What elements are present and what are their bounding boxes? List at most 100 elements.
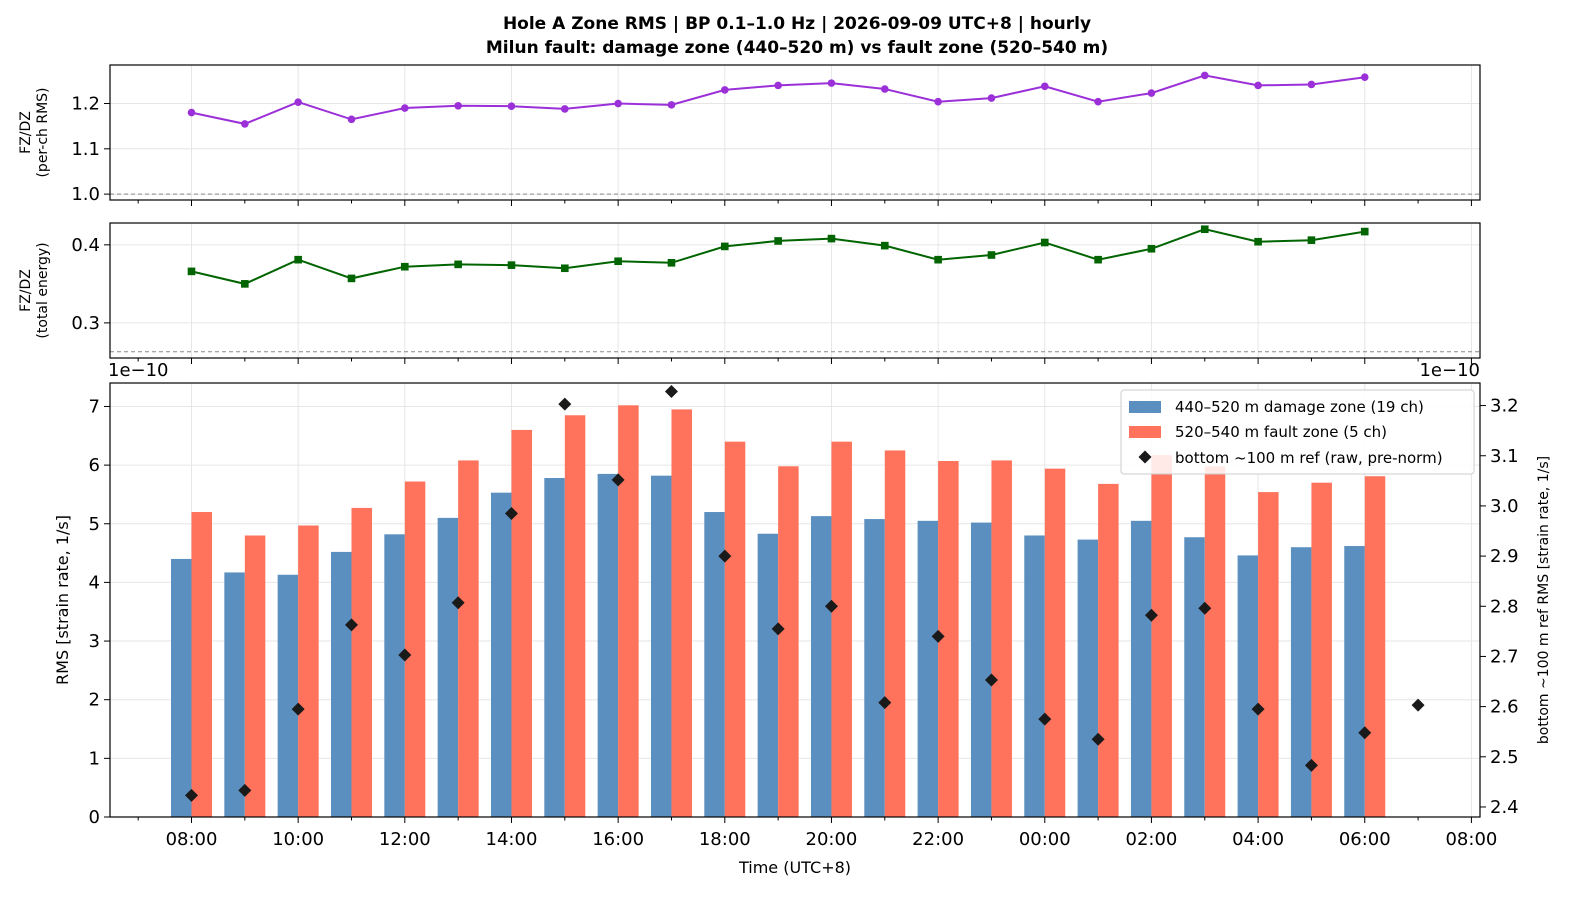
ratio-rms-point (827, 79, 836, 87)
y-axis-label-main: FZ/DZ (18, 269, 34, 312)
bottom-ref-marker (718, 549, 732, 563)
ratio-energy-point (667, 258, 676, 267)
ratio-rms-point (1094, 97, 1102, 106)
damage-zone-bar (1130, 520, 1152, 817)
y-tick-label: 2 (89, 690, 100, 711)
ratio-energy-point (347, 274, 356, 283)
damage-zone-bar (650, 475, 672, 817)
ratio-rms-point (934, 97, 942, 106)
fault-zone-bar (831, 441, 852, 817)
y-axis-label-sub: (per-ch RMS) (35, 87, 51, 177)
ratio-energy-point (187, 267, 196, 276)
bottom-ref-marker (824, 599, 838, 613)
damage-zone-bar (1184, 537, 1205, 817)
ratio-energy-point (1094, 255, 1102, 264)
fault-zone-bar (884, 450, 906, 817)
y2-tick-label: 2.9 (1490, 546, 1519, 567)
y-tick-label: 1 (89, 748, 100, 769)
ratio-energy-point (507, 261, 516, 269)
bottom-ref-marker (1251, 702, 1265, 716)
y2-tick-label: 2.4 (1490, 797, 1519, 818)
x-tick-label: 18:00 (699, 829, 751, 850)
y2-axis-label: bottom ~100 m ref RMS [strain rate, 1/s] (1536, 456, 1552, 744)
ratio-rms-point (561, 105, 569, 113)
chart-title-line-1: Hole A Zone RMS | BP 0.1–1.0 Hz | 2026-0… (503, 14, 1091, 34)
x-tick-label: 10:00 (272, 829, 324, 850)
y-tick-label: 7 (89, 396, 100, 417)
y-tick-label: 4 (89, 572, 100, 593)
bottom-ref-marker (291, 702, 305, 716)
bottom-ref-marker (931, 629, 945, 643)
damage-zone-bar (810, 516, 832, 817)
ratio-energy-point (880, 241, 889, 250)
x-tick-label: 00:00 (1019, 829, 1071, 850)
bottom-ref-marker (1038, 712, 1052, 726)
fault-zone-bar (1311, 482, 1332, 817)
ratio-energy-point (721, 242, 729, 251)
fault-zone-bar (1098, 483, 1119, 817)
x-tick-label: 02:00 (1126, 829, 1178, 850)
bottom-ref-marker (504, 506, 518, 520)
x-tick-label: 20:00 (806, 829, 858, 850)
ratio-rms-point (1254, 81, 1262, 90)
damage-zone-bar (384, 534, 405, 817)
legend-swatch-damage-zone (1129, 401, 1161, 413)
damage-zone-bar (330, 551, 352, 817)
damage-zone-bar (1344, 546, 1365, 817)
bottom-ref-marker (185, 788, 198, 802)
damage-zone-bar (917, 520, 939, 817)
fault-zone-bar (298, 525, 319, 817)
ratio-energy-point (934, 255, 942, 264)
y-axis-label: RMS [strain rate, 1/s] (53, 515, 72, 685)
x-tick-label: 16:00 (592, 829, 644, 850)
x-axis-label: Time (UTC+8) (738, 858, 851, 877)
legend-label-damage-zone: 440–520 m damage zone (19 ch) (1175, 398, 1424, 416)
ratio-rms-point (987, 94, 996, 102)
zone-rms-panel: 0 1 2 3 4 5 6 7 2.4 2.5 2.6 2.7 2.8 2.9 3.0 3.1 3.2 08:00… (53, 360, 1552, 877)
y2-tick-label: 3.0 (1490, 496, 1519, 517)
ratio-rms-panel: 1.0 1.1 1.2 FZ/DZ (per-ch RMS) (18, 64, 1481, 206)
fault-zone-bar (1204, 466, 1226, 817)
ratio-rms-point (347, 115, 356, 124)
bottom-ref-marker (1091, 732, 1105, 746)
legend-label-fault-zone: 520–540 m fault zone (5 ch) (1175, 423, 1387, 441)
bottom-ref-marker (1358, 726, 1372, 740)
legend-box (1120, 389, 1475, 475)
fault-zone-bar (511, 429, 532, 817)
ratio-energy-point (454, 260, 462, 269)
damage-zone-bar (704, 512, 725, 817)
fault-zone-bar (724, 441, 746, 817)
bottom-ref-marker (1144, 608, 1158, 622)
fault-zone-bar (618, 405, 639, 817)
fault-zone-bar (351, 507, 372, 817)
y2-tick-label: 2.7 (1490, 646, 1519, 667)
damage-zone-bar (864, 519, 885, 817)
ratio-energy-point (294, 255, 302, 264)
plot-frame (109, 64, 1481, 201)
ratio-rms-point (187, 108, 196, 117)
ratio-energy-point (241, 280, 249, 288)
x-tick-label: 06:00 (1339, 829, 1391, 850)
ratio-energy-point (1307, 236, 1316, 244)
fault-zone-bar (191, 512, 212, 817)
ratio-energy-point (1360, 227, 1369, 236)
plot-frame (109, 222, 1481, 359)
damage-zone-bar (1077, 539, 1099, 817)
ratio-rms-point (1360, 73, 1369, 82)
ratio-energy-point (561, 264, 569, 273)
y2-tick-label: 2.6 (1490, 697, 1519, 718)
bottom-ref-marker (1304, 758, 1318, 772)
damage-zone-bar (597, 473, 619, 817)
fault-zone-bar (938, 461, 959, 817)
bottom-ref-marker (664, 385, 678, 399)
legend-marker-bottom-ref (1138, 450, 1152, 464)
y-tick-label: 0.3 (71, 313, 100, 334)
bottom-ref-marker (558, 397, 572, 411)
x-tick-label: 04:00 (1232, 829, 1284, 850)
ratio-energy-point (614, 257, 622, 266)
ratio-rms-point (507, 102, 516, 111)
ratio-rms-point (401, 104, 409, 112)
chart-title-line-2: Milun fault: damage zone (440–520 m) vs … (486, 38, 1108, 58)
y-tick-label: 0.4 (71, 235, 100, 256)
